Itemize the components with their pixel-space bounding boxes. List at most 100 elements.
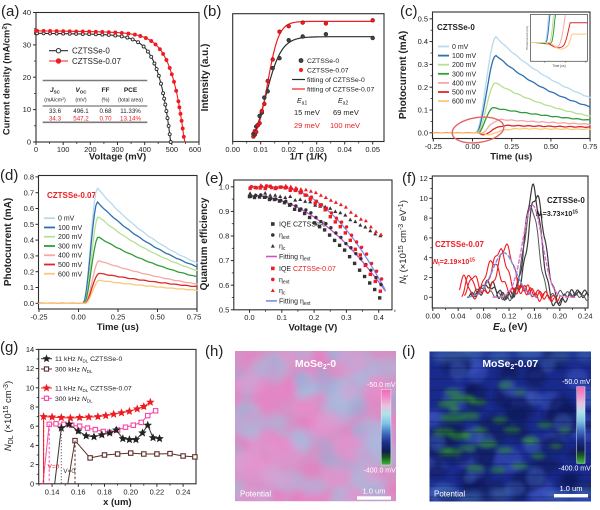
svg-text:0.2: 0.2 (24, 267, 34, 276)
svg-text:0.0: 0.0 (24, 299, 34, 308)
svg-text:MoSe2-0.07: MoSe2-0.07 (482, 358, 538, 371)
svg-text:200 mV: 200 mV (58, 234, 82, 241)
svg-text:40: 40 (23, 8, 31, 17)
svg-text:(e): (e) (205, 170, 223, 187)
svg-text:Nt=3.73×1015: Nt=3.73×1015 (536, 210, 578, 220)
svg-text:0.50: 0.50 (150, 313, 165, 322)
svg-text:JSC: JSC (50, 87, 61, 95)
svg-text:0.4: 0.4 (373, 313, 383, 322)
svg-text:0.05: 0.05 (365, 145, 380, 154)
svg-text:0.8: 0.8 (24, 173, 34, 182)
svg-text:0.7: 0.7 (219, 256, 229, 265)
svg-text:0.68: 0.68 (99, 108, 112, 115)
svg-text:Ea2: Ea2 (338, 98, 348, 107)
svg-text:Potential: Potential (434, 490, 465, 499)
svg-text:(mV): (mV) (75, 98, 87, 104)
svg-text:1/T (1/K): 1/T (1/K) (290, 152, 327, 163)
svg-text:300 kHz NDL: 300 kHz NDL (55, 396, 93, 404)
svg-text:14: 14 (26, 345, 34, 354)
svg-text:(i): (i) (402, 343, 415, 360)
svg-text:0.75: 0.75 (583, 142, 598, 151)
svg-text:496.1: 496.1 (73, 108, 89, 115)
svg-text:0.6: 0.6 (219, 281, 229, 290)
svg-text:-400.0 mV: -400.0 mV (559, 466, 592, 473)
svg-text:200: 200 (84, 145, 97, 154)
svg-text:IQE CZTSSe-0.07: IQE CZTSSe-0.07 (279, 266, 336, 273)
svg-text:0.25: 0.25 (111, 313, 126, 322)
svg-text:6: 6 (424, 234, 428, 243)
svg-text:ηext: ηext (279, 233, 290, 242)
svg-text:0.75: 0.75 (187, 313, 202, 322)
svg-text:0.3: 0.3 (418, 60, 428, 69)
svg-text:0: 0 (27, 138, 31, 147)
svg-text:ηc: ηc (279, 288, 286, 297)
svg-text:NDL (×1015 cm-3): NDL (×1015 cm-3) (3, 381, 15, 451)
svg-text:8: 8 (424, 214, 428, 223)
svg-text:0.20: 0.20 (123, 488, 138, 497)
svg-text:10: 10 (26, 383, 34, 392)
svg-text:Photocurrent (mA): Photocurrent (mA) (3, 198, 14, 286)
svg-text:2: 2 (30, 460, 34, 469)
svg-text:600 mV: 600 mV (452, 99, 476, 106)
svg-text:MoSe2-0: MoSe2-0 (295, 358, 336, 371)
svg-text:(b): (b) (203, 3, 221, 20)
svg-text:0.70: 0.70 (99, 116, 112, 123)
svg-text:500: 500 (166, 145, 179, 154)
svg-text:0.04: 0.04 (451, 312, 466, 321)
svg-text:0.5: 0.5 (24, 220, 34, 229)
svg-text:20: 20 (23, 73, 31, 82)
svg-text:0.2: 0.2 (418, 83, 428, 92)
svg-text:1.0 um: 1.0 um (560, 484, 583, 493)
svg-text:29 meV: 29 meV (294, 121, 320, 130)
svg-text:0.14: 0.14 (45, 488, 60, 497)
svg-text:0.00: 0.00 (225, 145, 240, 154)
svg-text:0.02: 0.02 (281, 145, 296, 154)
svg-text:11 kHz NDL CZTSSe-0.07: 11 kHz NDL CZTSSe-0.07 (55, 386, 132, 394)
svg-text:Fitting ηext: Fitting ηext (279, 254, 311, 263)
svg-text:0.50: 0.50 (544, 142, 559, 151)
svg-text:6: 6 (30, 422, 34, 431)
svg-text:0: 0 (34, 145, 38, 154)
svg-text:V=0: V=0 (48, 463, 60, 470)
svg-text:0.18: 0.18 (97, 488, 112, 497)
svg-text:Potential: Potential (240, 490, 271, 499)
svg-text:13.14%: 13.14% (120, 116, 141, 123)
svg-text:(c): (c) (400, 3, 418, 20)
svg-text:CZTSSe-0: CZTSSe-0 (72, 47, 110, 56)
svg-text:11.33%: 11.33% (120, 108, 141, 115)
svg-text:100 mV: 100 mV (58, 225, 82, 232)
svg-text:600: 600 (189, 145, 202, 154)
svg-text:Nt (×1015 cm-3 eV-1): Nt (×1015 cm-3 eV-1) (398, 200, 410, 284)
svg-text:PCE: PCE (124, 87, 138, 94)
svg-text:0.1: 0.1 (418, 106, 428, 115)
svg-text:400 mV: 400 mV (58, 253, 82, 260)
svg-text:ηc: ηc (279, 244, 286, 253)
svg-text:500 mV: 500 mV (58, 262, 82, 269)
svg-text:Fitting ηext: Fitting ηext (279, 298, 311, 307)
svg-text:100 mV: 100 mV (452, 53, 476, 60)
svg-text:0.4: 0.4 (418, 37, 428, 46)
svg-text:FF: FF (102, 87, 110, 94)
svg-text:300 mV: 300 mV (58, 243, 82, 250)
svg-text:0.00: 0.00 (465, 142, 480, 151)
svg-text:0.8: 0.8 (219, 232, 229, 241)
svg-text:15 meV: 15 meV (294, 108, 320, 117)
svg-text:fitting of CZTSSe-0.07: fitting of CZTSSe-0.07 (307, 87, 374, 94)
svg-text:10: 10 (23, 105, 31, 114)
svg-text:(mA/cm2): (mA/cm2) (44, 97, 66, 104)
svg-text:0 mV: 0 mV (58, 216, 75, 223)
svg-text:Time (us): Time (us) (97, 322, 139, 333)
svg-text:400 mV: 400 mV (452, 80, 476, 87)
svg-text:V=0: V=0 (63, 468, 75, 475)
svg-text:(a): (a) (1, 3, 19, 20)
svg-text:100 meV: 100 meV (330, 121, 360, 130)
svg-text:0.08: 0.08 (476, 312, 491, 321)
svg-text:VOC: VOC (75, 87, 87, 95)
svg-text:0.6: 0.6 (24, 204, 34, 213)
svg-text:1.0: 1.0 (219, 182, 229, 191)
svg-text:-50.0 mV: -50.0 mV (562, 379, 591, 386)
svg-text:(h): (h) (205, 343, 223, 360)
svg-text:0.1: 0.1 (24, 283, 34, 292)
svg-text:Photocurrent (mA): Photocurrent (mA) (398, 31, 409, 119)
svg-text:0: 0 (424, 293, 428, 302)
